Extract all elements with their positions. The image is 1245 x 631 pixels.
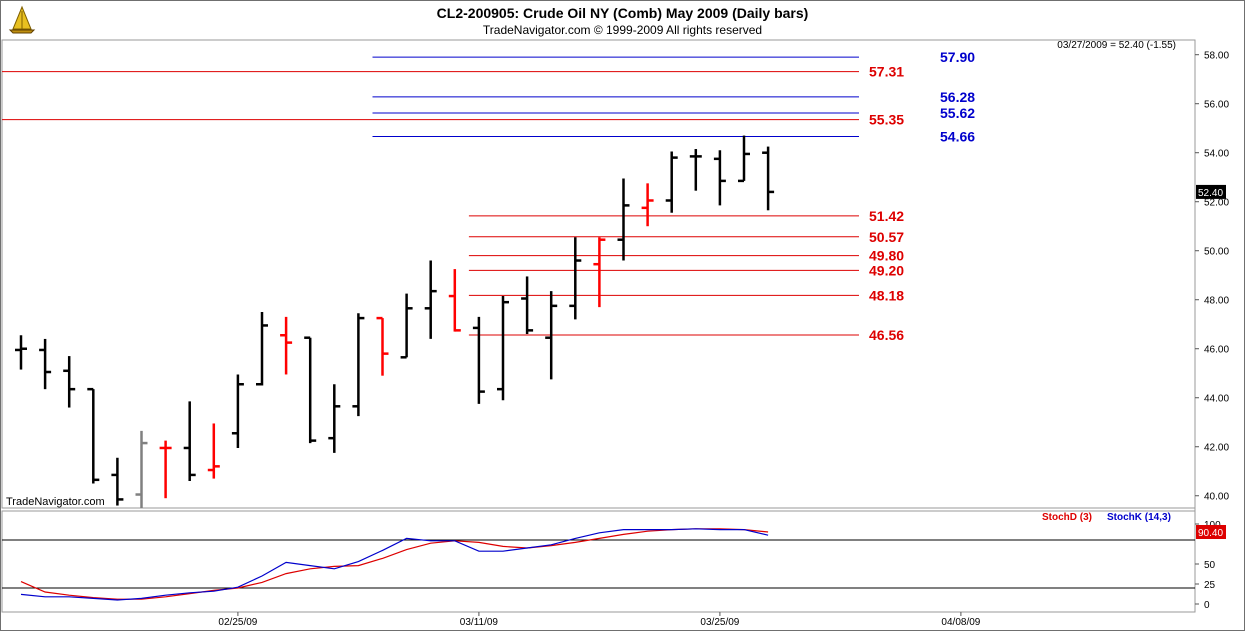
- stochastic-series: [20, 528, 769, 601]
- stochastic-axis-tick-label: 50: [1204, 560, 1216, 571]
- level-label: 56.28: [940, 89, 975, 105]
- stochastic-axis-tick-label: 25: [1204, 580, 1216, 591]
- date-axis-tick-label: 02/25/09: [218, 617, 257, 628]
- date-axis-tick-label: 03/11/09: [460, 617, 499, 628]
- stochastic-legend: StochD (3) StochK (14,3): [1042, 512, 1171, 523]
- ohlc-bar: [641, 183, 654, 227]
- level-label: 57.90: [940, 49, 975, 65]
- price-axis-tick-label: 50.00: [1204, 247, 1229, 258]
- level-label: 55.35: [869, 112, 904, 128]
- level-label: 51.42: [869, 208, 904, 224]
- ohlc-bar: [593, 237, 606, 308]
- ohlc-bar: [424, 260, 437, 339]
- date-axis: 02/25/09 03/11/09 03/25/09 04/08/09: [218, 612, 981, 628]
- ohlc-bar: [111, 457, 124, 506]
- ohlc-bar: [569, 237, 582, 320]
- ohlc-bar: [617, 178, 630, 261]
- ohlc-bar: [448, 269, 461, 332]
- ohlc-bar: [665, 151, 678, 213]
- price-axis-tick-label: 56.00: [1204, 100, 1229, 111]
- level-label: 46.56: [869, 327, 904, 343]
- ohlc-bar: [39, 338, 52, 390]
- ohlc-bar: [328, 384, 341, 453]
- stochastic-last-marker: [1196, 525, 1226, 539]
- date-axis-tick-label: 03/25/09: [700, 617, 739, 628]
- ohlc-bar: [87, 387, 100, 484]
- price-axis-tick-label: 48.00: [1204, 296, 1229, 307]
- level-label: 54.66: [940, 129, 975, 145]
- ohlc-bar: [376, 316, 389, 376]
- level-label: 49.20: [869, 262, 904, 278]
- ohlc-bar: [135, 430, 148, 508]
- chart-title: CL2-200905: Crude Oil NY (Comb) May 2009…: [436, 5, 809, 21]
- price-axis-tick-label: 46.00: [1204, 345, 1229, 356]
- ohlc-bar: [231, 374, 244, 448]
- ohlc-bar: [280, 316, 293, 375]
- price-axis-tick-label: 58.00: [1204, 51, 1229, 62]
- stochastic-panel: [1, 510, 1196, 613]
- price-axis-tick-label: 42.00: [1204, 443, 1229, 454]
- legend-stoch-k: StochK (14,3): [1107, 512, 1171, 523]
- price-axis-tick-label: 52.00: [1204, 198, 1229, 209]
- last-price-marker: [1196, 184, 1226, 199]
- ohlc-bar: [521, 276, 534, 335]
- last-price-label: 52.40: [1198, 188, 1223, 199]
- level-label: 50.57: [869, 229, 904, 245]
- ohlc-bar: [63, 356, 76, 408]
- date-axis-tick-label: 04/08/09: [941, 617, 980, 628]
- legend-stoch-d: StochD (3): [1042, 512, 1092, 523]
- title-bar: CL2-200905: Crude Oil NY (Comb) May 2009…: [1, 1, 1244, 39]
- price-axis-tick-label: 54.00: [1204, 149, 1229, 160]
- price-axis-tick-label: 40.00: [1204, 492, 1229, 503]
- ohlc-bar: [352, 313, 365, 417]
- ohlc-bar: [738, 135, 750, 183]
- stochastic-axis: 1005025090.40: [1195, 520, 1226, 611]
- ohlc-bar: [256, 311, 268, 386]
- stochastic-line-k: [20, 528, 769, 601]
- stochastic-last-label: 90.40: [1198, 528, 1223, 539]
- price-axis: 58.00 56.00 54.00 52.00 50.00 48.00 46.00 44.00…: [1195, 51, 1229, 503]
- level-label: 55.62: [940, 105, 975, 121]
- ohlc-bar: [304, 336, 317, 444]
- info-box-text: 03/27/2009 = 52.40 (-1.55): [1057, 40, 1176, 51]
- level-label: 49.80: [869, 248, 904, 264]
- price-bars: [15, 135, 775, 508]
- ohlc-bar: [545, 291, 558, 380]
- ohlc-bar: [762, 146, 775, 211]
- level-label: 57.31: [869, 64, 904, 80]
- chart-subtitle: TradeNavigator.com © 1999-2009 All right…: [482, 23, 763, 37]
- trade-navigator-logo-icon[interactable]: [7, 5, 37, 35]
- ohlc-bar: [497, 296, 509, 401]
- ohlc-bar: [183, 401, 196, 482]
- price-axis-tick-label: 44.00: [1204, 394, 1229, 405]
- ohlc-bar: [159, 440, 172, 499]
- watermark-text: TradeNavigator.com: [6, 496, 105, 508]
- stochastic-axis-tick-label: 0: [1204, 600, 1210, 611]
- ohlc-bar: [713, 150, 726, 206]
- ohlc-bar: [207, 423, 220, 479]
- ohlc-bar: [15, 335, 27, 370]
- stochastic-reference-lines: [2, 539, 1195, 589]
- stochastic-line-d: [20, 528, 769, 600]
- level-label: 48.18: [869, 287, 904, 303]
- ohlc-bar: [689, 149, 702, 191]
- ohlc-bar: [400, 293, 413, 359]
- ohlc-bar: [472, 316, 485, 404]
